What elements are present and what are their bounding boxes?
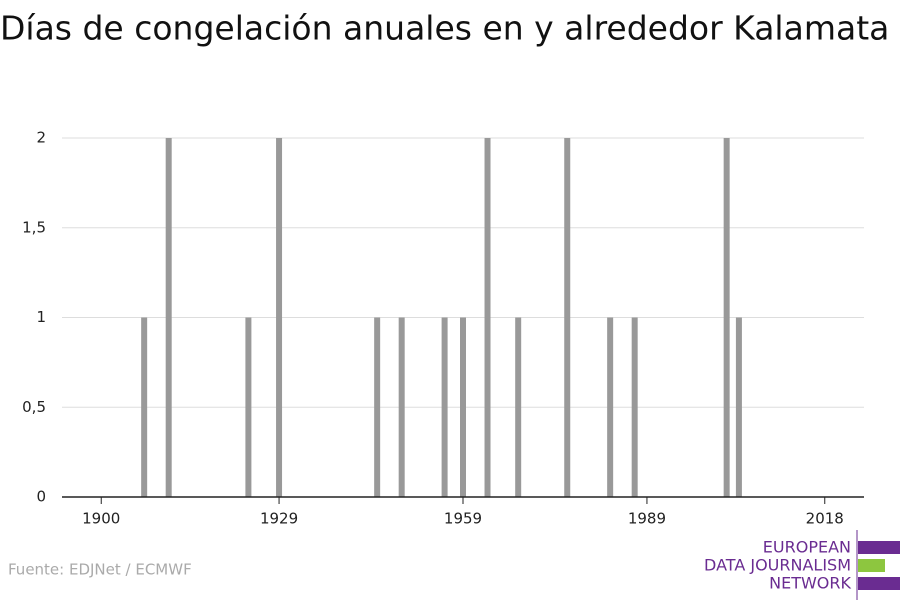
logo-bar <box>858 577 900 590</box>
x-tick-label: 1959 <box>444 510 482 528</box>
bar <box>484 138 491 497</box>
y-tick-label: 1 <box>36 308 46 326</box>
x-tick-label: 1900 <box>82 510 120 528</box>
bar <box>460 317 466 497</box>
x-tick-label: 1989 <box>628 510 666 528</box>
logo-bar <box>858 559 885 572</box>
bar <box>245 317 252 497</box>
logo-text: DATA JOURNALISM <box>704 556 851 575</box>
y-tick-label: 0 <box>36 488 46 506</box>
bar <box>276 138 283 497</box>
x-tick-label: 1929 <box>260 510 298 528</box>
source: Fuente: EDJNet / ECMWF <box>8 561 192 579</box>
bar <box>515 317 522 497</box>
logo-bar <box>858 541 900 554</box>
bar <box>631 317 638 497</box>
y-tick-label: 1,5 <box>22 218 46 236</box>
bar <box>398 317 405 497</box>
bar <box>607 317 614 497</box>
bar <box>141 317 148 497</box>
chart-title: Días de congelación anuales en y alreded… <box>0 9 889 48</box>
y-tick-label: 0,5 <box>22 398 46 416</box>
x-tick-label: 2018 <box>806 510 844 528</box>
bar <box>374 317 381 497</box>
bar <box>723 138 730 497</box>
logo-text: EUROPEAN <box>763 538 851 557</box>
bar <box>165 138 172 497</box>
bar <box>564 138 571 497</box>
y-tick-label: 2 <box>36 129 46 147</box>
bar <box>441 317 448 497</box>
bar <box>735 317 742 497</box>
logo-text: NETWORK <box>769 574 851 593</box>
